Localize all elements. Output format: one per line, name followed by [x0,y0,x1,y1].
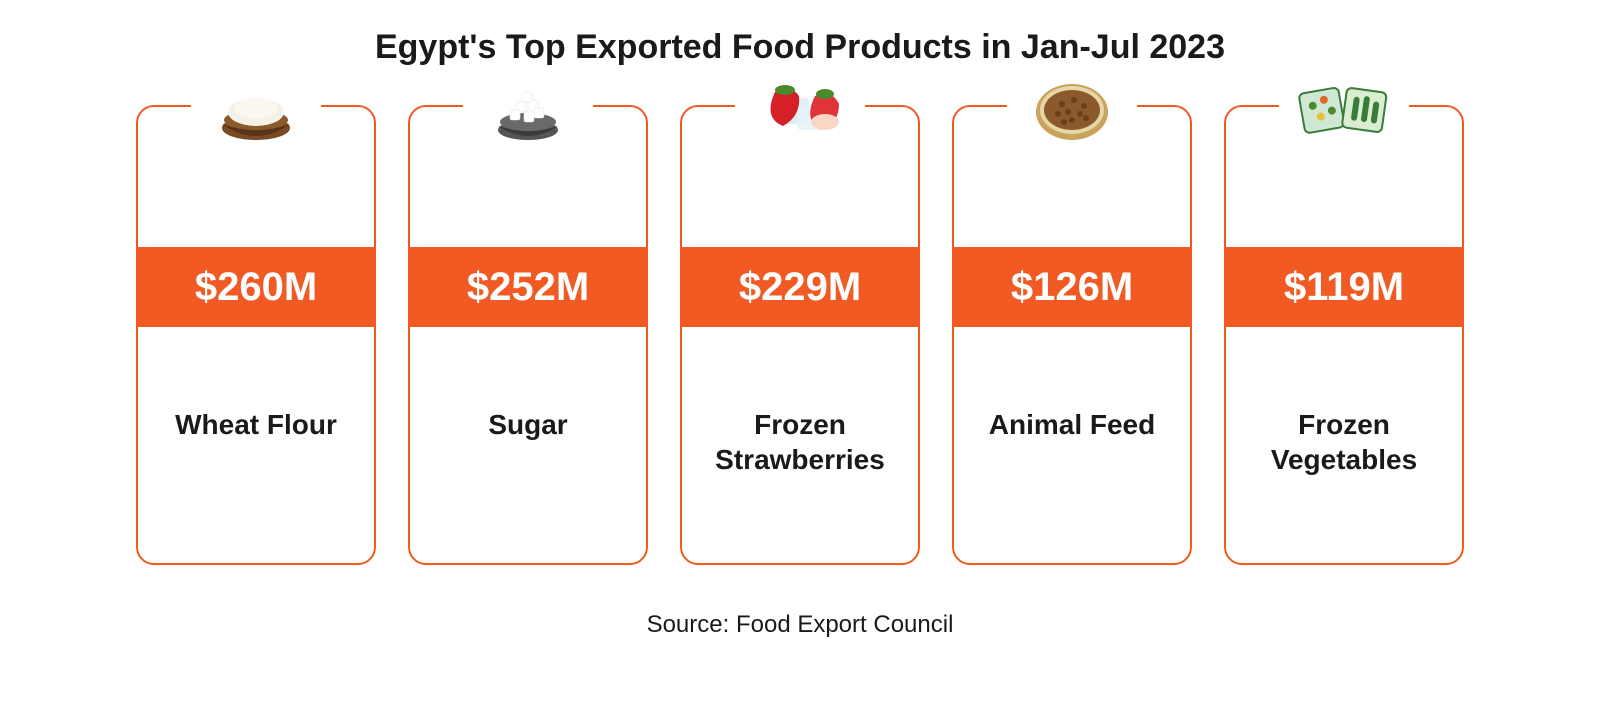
product-value: $252M [467,265,589,310]
product-value: $229M [739,265,861,310]
frozen-vegetables-icon [1279,67,1409,147]
product-value: $260M [195,265,317,310]
product-card: $229M Frozen Strawberries [680,105,920,565]
cards-row: $260M Wheat Flour $252M Su [136,105,1464,565]
value-band: $119M [1226,247,1462,327]
flour-bowl-icon [191,67,321,147]
sugar-bowl-icon [463,67,593,147]
value-band: $260M [138,247,374,327]
product-label: Sugar [410,407,646,442]
product-value: $126M [1011,265,1133,310]
value-band: $252M [410,247,646,327]
product-value: $119M [1284,265,1404,310]
product-card: $260M Wheat Flour [136,105,376,565]
animal-feed-icon [1007,67,1137,147]
product-card: $252M Sugar [408,105,648,565]
value-band: $229M [682,247,918,327]
source-label: Source: Food Export Council [647,611,954,639]
product-card: $119M Frozen Vegetables [1224,105,1464,565]
strawberries-icon [735,67,865,147]
chart-title: Egypt's Top Exported Food Products in Ja… [375,28,1225,67]
product-label: Animal Feed [954,407,1190,442]
product-label: Frozen Vegetables [1226,407,1462,477]
value-band: $126M [954,247,1190,327]
product-card: $126M Animal Feed [952,105,1192,565]
product-label: Frozen Strawberries [682,407,918,477]
product-label: Wheat Flour [138,407,374,442]
